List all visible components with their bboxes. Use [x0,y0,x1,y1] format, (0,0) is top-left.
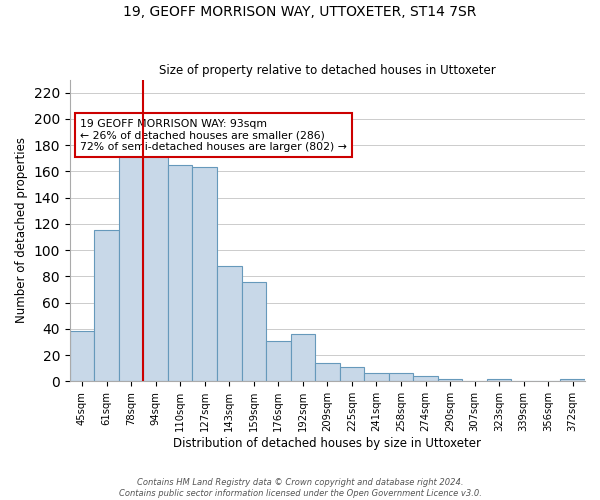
Bar [266,340,290,382]
Bar [119,140,143,382]
Bar [315,363,340,382]
Bar [168,165,193,382]
Text: 19, GEOFF MORRISON WAY, UTTOXETER, ST14 7SR: 19, GEOFF MORRISON WAY, UTTOXETER, ST14 … [124,5,476,19]
Bar [94,230,119,382]
Text: Contains HM Land Registry data © Crown copyright and database right 2024.
Contai: Contains HM Land Registry data © Crown c… [119,478,481,498]
Text: 19 GEOFF MORRISON WAY: 93sqm
← 26% of detached houses are smaller (286)
72% of s: 19 GEOFF MORRISON WAY: 93sqm ← 26% of de… [80,119,347,152]
X-axis label: Distribution of detached houses by size in Uttoxeter: Distribution of detached houses by size … [173,437,481,450]
Bar [438,378,463,382]
Bar [560,378,585,382]
Bar [487,378,511,382]
Bar [217,266,242,382]
Bar [364,374,389,382]
Y-axis label: Number of detached properties: Number of detached properties [15,138,28,324]
Bar [143,148,168,382]
Bar [340,367,364,382]
Bar [389,374,413,382]
Bar [193,168,217,382]
Bar [70,332,94,382]
Bar [290,334,315,382]
Bar [413,376,438,382]
Title: Size of property relative to detached houses in Uttoxeter: Size of property relative to detached ho… [159,64,496,77]
Bar [242,282,266,382]
